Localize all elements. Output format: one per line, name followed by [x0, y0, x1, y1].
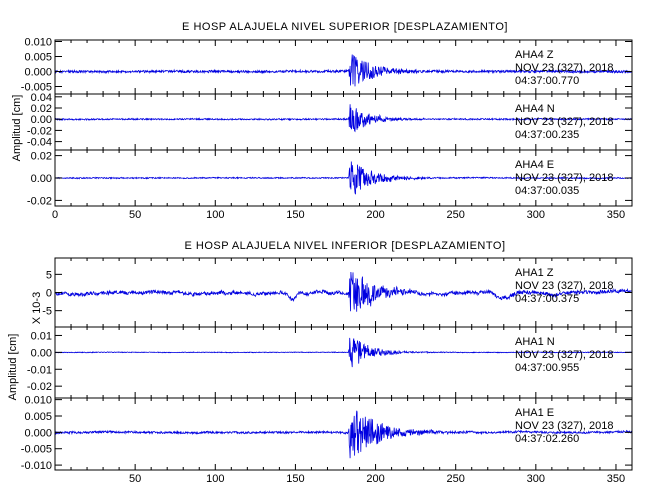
time-label: 04:37:02.260 — [515, 433, 579, 445]
time-label: 04:37:00.035 — [515, 185, 579, 197]
station-label: AHA1 N — [515, 336, 555, 348]
y-tick-label: 0.005 — [24, 52, 52, 64]
y-tick-label: -0.02 — [27, 381, 52, 393]
y-tick-label: 0.005 — [24, 411, 52, 423]
x-tick-label: 200 — [366, 473, 384, 485]
y-tick-label: 0.00 — [31, 347, 52, 359]
y-tick-label: 0.00 — [31, 173, 52, 185]
x-tick-label: 250 — [447, 209, 465, 221]
y-tick-label: 0.01 — [31, 330, 52, 342]
y-axis-label-inferior: Amplitud [cm] — [7, 334, 19, 401]
seismogram-trace — [54, 54, 633, 87]
x-tick-label: 0 — [52, 209, 58, 221]
date-label: NOV 23 (327), 2018 — [515, 420, 613, 432]
seismogram-trace — [54, 271, 633, 312]
y-tick-label: 0.02 — [31, 151, 52, 163]
station-label: AHA4 Z — [515, 49, 554, 61]
y-tick-label: -0.005 — [21, 82, 52, 94]
time-label: 04:37:00.375 — [515, 293, 579, 305]
y-tick-label: 0 — [46, 288, 52, 300]
station-label: AHA1 Z — [515, 267, 554, 279]
time-label: 04:37:00.770 — [515, 75, 579, 87]
seismogram-trace — [54, 337, 633, 368]
x-tick-label: 150 — [286, 473, 304, 485]
y-tick-label: 5 — [46, 269, 52, 281]
station-label: AHA1 E — [515, 407, 554, 419]
y-tick-label: -0.010 — [21, 460, 52, 472]
x-tick-label: 100 — [206, 473, 224, 485]
x-tick-label: 300 — [527, 473, 545, 485]
y-tick-label: -0.01 — [27, 364, 52, 376]
y-tick-label: 0.00 — [31, 114, 52, 126]
x-tick-label: 100 — [206, 209, 224, 221]
seismogram-trace — [54, 161, 633, 195]
date-label: NOV 23 (327), 2018 — [515, 116, 613, 128]
x-tick-label: 50 — [129, 473, 141, 485]
y-tick-label: -5 — [42, 306, 52, 318]
x-tick-label: 350 — [607, 209, 625, 221]
date-label: NOV 23 (327), 2018 — [515, 62, 613, 74]
y-tick-label: -0.04 — [27, 137, 52, 149]
y-tick-label: 0.010 — [24, 395, 52, 407]
station-label: AHA4 E — [515, 159, 554, 171]
chart-title-inferior: E HOSP ALAJUELA NIVEL INFERIOR [DESPLAZA… — [185, 240, 506, 252]
date-label: NOV 23 (327), 2018 — [515, 349, 613, 361]
scale-factor-label: X 10-3 — [31, 292, 43, 324]
y-tick-label: 0.000 — [24, 67, 52, 79]
x-tick-label: 250 — [447, 473, 465, 485]
y-tick-label: 0.010 — [24, 37, 52, 49]
x-tick-label: 200 — [366, 209, 384, 221]
y-tick-label: -0.02 — [27, 125, 52, 137]
y-axis-label-superior: Amplitud [cm] — [11, 95, 23, 162]
y-tick-label: 0.000 — [24, 427, 52, 439]
date-label: NOV 23 (327), 2018 — [515, 280, 613, 292]
time-label: 04:37:00.235 — [515, 129, 579, 141]
y-tick-label: -0.005 — [21, 444, 52, 456]
time-label: 04:37:00.955 — [515, 362, 579, 374]
chart-title-superior: E HOSP ALAJUELA NIVEL SUPERIOR [DESPLAZA… — [182, 21, 508, 33]
x-tick-label: 150 — [286, 209, 304, 221]
x-tick-label: 350 — [607, 473, 625, 485]
date-label: NOV 23 (327), 2018 — [515, 172, 613, 184]
station-label: AHA4 N — [515, 103, 555, 115]
y-tick-label: 0.02 — [31, 103, 52, 115]
y-tick-label: -0.02 — [27, 195, 52, 207]
seismogram-trace — [54, 104, 633, 133]
x-tick-label: 300 — [527, 209, 545, 221]
seismogram-trace — [54, 410, 633, 459]
y-tick-label: 0.04 — [31, 92, 52, 104]
x-tick-label: 50 — [129, 209, 141, 221]
